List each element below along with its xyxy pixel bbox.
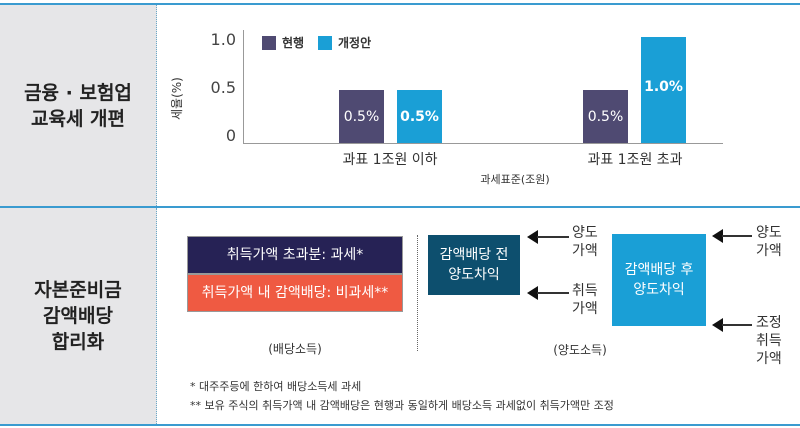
x-axis-label: 과세표준(조원) bbox=[480, 173, 550, 186]
section-divider bbox=[0, 206, 800, 208]
input-label: 취득 가액 bbox=[572, 283, 598, 317]
capital-gain-caption: (양도소득) bbox=[553, 343, 607, 357]
y-axis bbox=[243, 30, 244, 143]
footnote: ** 보유 주식의 취득가액 내 감액배당은 현행과 동일하게 배당소득 과세없… bbox=[190, 399, 614, 412]
x-axis bbox=[243, 143, 723, 144]
bar-value-label: 0.5% bbox=[343, 108, 380, 125]
x-category-label: 과표 1조원 초과 bbox=[587, 152, 683, 168]
legend-swatch-proposal bbox=[318, 36, 332, 50]
bar-current: 0.5% bbox=[583, 90, 628, 143]
bar-value-label: 0.5% bbox=[400, 108, 439, 125]
dividend-income-caption: (배당소득) bbox=[268, 342, 322, 356]
bar-proposal: 1.0% bbox=[641, 37, 686, 143]
top-rule bbox=[0, 3, 800, 5]
after-gain-box: 감액배당 후 양도차익 bbox=[612, 234, 706, 326]
taxable-portion-box: 취득가액 초과분: 과세* bbox=[187, 236, 403, 274]
arrow-left-icon bbox=[712, 318, 752, 332]
bar-current: 0.5% bbox=[339, 90, 384, 143]
section-title-capital-reserve: 자본준비금 감액배당 합리화 bbox=[0, 208, 157, 424]
section-title-education-tax: 금융 · 보험업 교육세 개편 bbox=[0, 5, 157, 206]
nontaxable-portion-box: 취득가액 내 감액배당: 비과세** bbox=[187, 274, 403, 312]
legend-swatch-current bbox=[262, 36, 276, 50]
x-category-label: 과표 1조원 이하 bbox=[342, 152, 438, 168]
bar-value-label: 1.0% bbox=[644, 79, 683, 95]
arrow-left-icon bbox=[527, 286, 569, 300]
arrow-left-icon bbox=[712, 229, 752, 243]
legend-label-current: 현행 bbox=[282, 36, 305, 50]
bar-proposal: 0.5% bbox=[397, 90, 442, 143]
y-axis-label: 세율(%) bbox=[170, 77, 184, 120]
y-tick: 0 bbox=[225, 126, 236, 145]
y-tick: 0.5 bbox=[210, 78, 236, 97]
bottom-rule bbox=[0, 424, 800, 426]
input-label: 조정 취득 가액 bbox=[756, 315, 782, 367]
arrow-left-icon bbox=[527, 230, 569, 244]
footnote: * 대주주등에 한하여 배당소득세 과세 bbox=[190, 380, 362, 393]
y-tick: 1.0 bbox=[210, 30, 236, 49]
legend-label-proposal: 개정안 bbox=[338, 36, 372, 50]
before-gain-box: 감액배당 전 양도차익 bbox=[428, 235, 520, 295]
input-label: 양도 가액 bbox=[572, 225, 598, 259]
bar-value-label: 0.5% bbox=[587, 108, 624, 125]
dotted-divider bbox=[417, 235, 418, 351]
input-label: 양도 가액 bbox=[756, 225, 782, 259]
